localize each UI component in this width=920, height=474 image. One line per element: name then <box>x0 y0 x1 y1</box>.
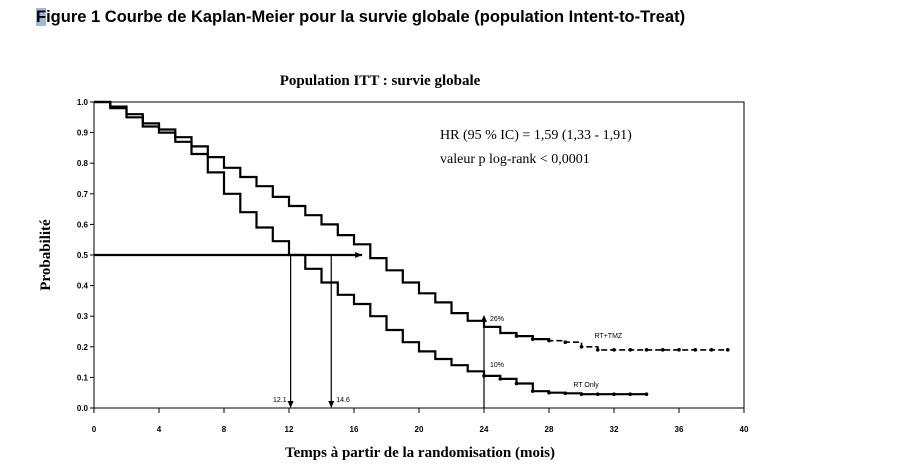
y-tick-label: 0.2 <box>77 343 89 352</box>
censor-mark-rt-only <box>482 374 486 378</box>
x-tick-label: 32 <box>610 425 619 434</box>
median-rt-label: 12.1 <box>273 397 287 404</box>
x-tick-label: 12 <box>285 425 294 434</box>
y-axis: 0.0 0.1 0.2 0.3 0.4 0.5 0.6 0.7 0.8 0.9 1.0 <box>77 98 94 413</box>
censor-mark-rt-tmz <box>595 348 600 352</box>
reference-lines <box>94 252 487 408</box>
p-value-annotation: valeur p log-rank < 0,0001 <box>440 152 590 167</box>
censor-mark-rt-tmz <box>563 340 568 345</box>
censor-mark-rt-tmz <box>530 337 535 341</box>
median-line-arrowhead <box>355 252 363 258</box>
x-tick-label: 40 <box>740 425 749 434</box>
caption-text: igure 1 Courbe de Kaplan-Meier pour la s… <box>46 8 686 26</box>
x-tick-label: 24 <box>480 425 489 434</box>
x-tick-label: 8 <box>222 425 227 434</box>
censor-mark-rt-only <box>595 392 600 397</box>
median-rt-drop-line-arrowhead <box>287 401 294 408</box>
censor-mark-rt-tmz <box>677 348 681 352</box>
x-tick-label: 0 <box>92 425 97 434</box>
x-axis: 0 4 8 12 16 20 24 28 32 36 40 <box>92 408 749 434</box>
y-tick-label: 0.1 <box>77 373 89 382</box>
censor-mark-rt-only <box>644 392 649 397</box>
censor-mark-rt-tmz <box>725 348 730 352</box>
censor-mark-rt-tmz <box>579 345 584 349</box>
survival-curves: RT+TMZ RT Only <box>94 100 730 397</box>
y-tick-label: 0.8 <box>77 159 89 168</box>
annotation-labels: 12.1 14.6 26% 10% <box>273 316 504 404</box>
censor-mark-rt-only <box>547 390 551 395</box>
x-axis-label: Temps à partir de la randomisation (mois… <box>285 445 555 461</box>
x-tick-label: 4 <box>157 425 162 434</box>
hr-annotation: HR (95 % IC) = 1,59 (1,33 - 1,91) <box>440 128 632 143</box>
median-rt-tmz-label: 14.6 <box>336 397 350 404</box>
censor-mark-rt-only <box>563 391 568 396</box>
series-line-rt-tmz-dashed <box>548 339 728 351</box>
chart-title: Population ITT : survie globale <box>280 73 481 89</box>
figure-caption: Figure 1 Courbe de Kaplan-Meier pour la … <box>36 8 685 27</box>
x-tick-label: 36 <box>675 425 684 434</box>
series-line-rt-only <box>94 100 647 396</box>
censor-mark-rt-tmz <box>514 334 519 338</box>
censor-mark-rt-only <box>612 392 616 397</box>
y-tick-label: 1.0 <box>77 98 89 107</box>
censor-mark-rt-tmz <box>644 348 649 352</box>
y-tick-label: 0.6 <box>77 220 89 229</box>
y-tick-label: 0.4 <box>77 282 89 291</box>
censor-mark-rt-tmz <box>628 348 633 352</box>
x-tick-label: 28 <box>545 425 554 434</box>
y-tick-label: 0.5 <box>77 251 89 260</box>
censor-mark-rt-only <box>530 389 535 393</box>
censor-mark-rt-tmz <box>693 348 698 352</box>
y-axis-label: Probabilité <box>38 219 54 291</box>
y-tick-label: 0.9 <box>77 129 89 138</box>
y-tick-label: 0.3 <box>77 312 89 321</box>
x-tick-label: 16 <box>350 425 359 434</box>
y-tick-label: 0.0 <box>77 404 89 413</box>
censor-mark-rt-tmz <box>547 338 551 343</box>
caption-first-letter: F <box>36 8 47 26</box>
censor-mark-rt-tmz <box>709 348 714 352</box>
censor-mark-rt-only <box>628 392 633 397</box>
series-label-rt-tmz: RT+TMZ <box>595 333 623 340</box>
censor-mark-rt-only <box>498 377 503 381</box>
rt-24-month-label: 10% <box>490 362 504 369</box>
censor-mark-rt-tmz <box>612 348 616 352</box>
x-tick-label: 20 <box>415 425 424 434</box>
censor-mark-rt-only <box>514 381 519 386</box>
median-rt-tmz-drop-line-arrowhead <box>328 401 335 408</box>
censor-mark-rt-tmz <box>660 348 665 352</box>
series-label-rt-only: RT Only <box>573 382 599 389</box>
y-tick-label: 0.7 <box>77 190 89 199</box>
censor-mark-rt-only <box>579 392 584 397</box>
rt-tmz-24-month-label: 26% <box>490 316 504 323</box>
